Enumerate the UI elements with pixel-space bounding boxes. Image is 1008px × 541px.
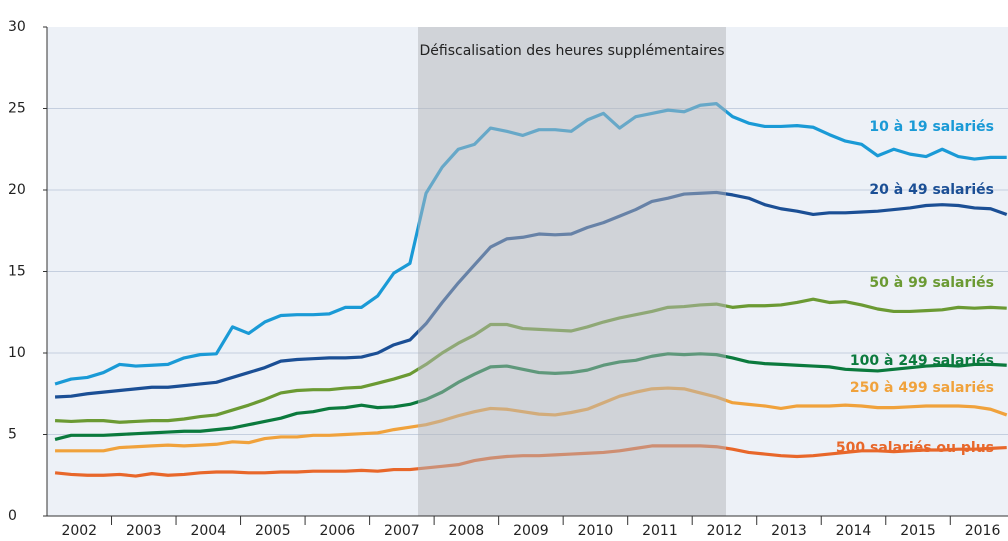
x-tick-label: 2011	[642, 523, 678, 539]
annotation: Défiscalisation des heures supplémentair…	[420, 43, 725, 59]
x-tick-label: 2013	[771, 523, 807, 539]
highlight-period	[418, 27, 726, 516]
series-label: 50 à 99 salariés	[869, 275, 994, 291]
x-tick-label: 2003	[126, 523, 162, 539]
series-label: 250 à 499 salariés	[850, 380, 994, 396]
x-tick-label: 2010	[578, 523, 614, 539]
y-tick-label: 20	[8, 182, 26, 198]
x-tick-label: 2005	[255, 523, 291, 539]
x-tick-label: 2008	[449, 523, 485, 539]
series-label: 20 à 49 salariés	[869, 182, 994, 198]
y-tick-label: 10	[8, 345, 26, 361]
y-tick-label: 5	[8, 427, 17, 443]
y-tick-label: 30	[8, 19, 26, 35]
x-tick-label: 2016	[965, 523, 1001, 539]
series-label: 500 salariés ou plus	[836, 440, 994, 456]
y-tick-label: 25	[8, 101, 26, 117]
x-tick-label: 2009	[513, 523, 549, 539]
series-label: 10 à 19 salariés	[869, 119, 994, 135]
x-tick-label: 2004	[190, 523, 226, 539]
x-tick-label: 2012	[707, 523, 743, 539]
y-tick-label: 15	[8, 264, 26, 280]
y-tick-label: 0	[8, 508, 17, 524]
x-tick-label: 2007	[384, 523, 420, 539]
x-tick-label: 2002	[61, 523, 97, 539]
series-label: 100 à 249 salariés	[850, 353, 994, 369]
x-tick-label: 2015	[900, 523, 936, 539]
x-tick-label: 2006	[320, 523, 356, 539]
x-tick-label: 2014	[836, 523, 872, 539]
